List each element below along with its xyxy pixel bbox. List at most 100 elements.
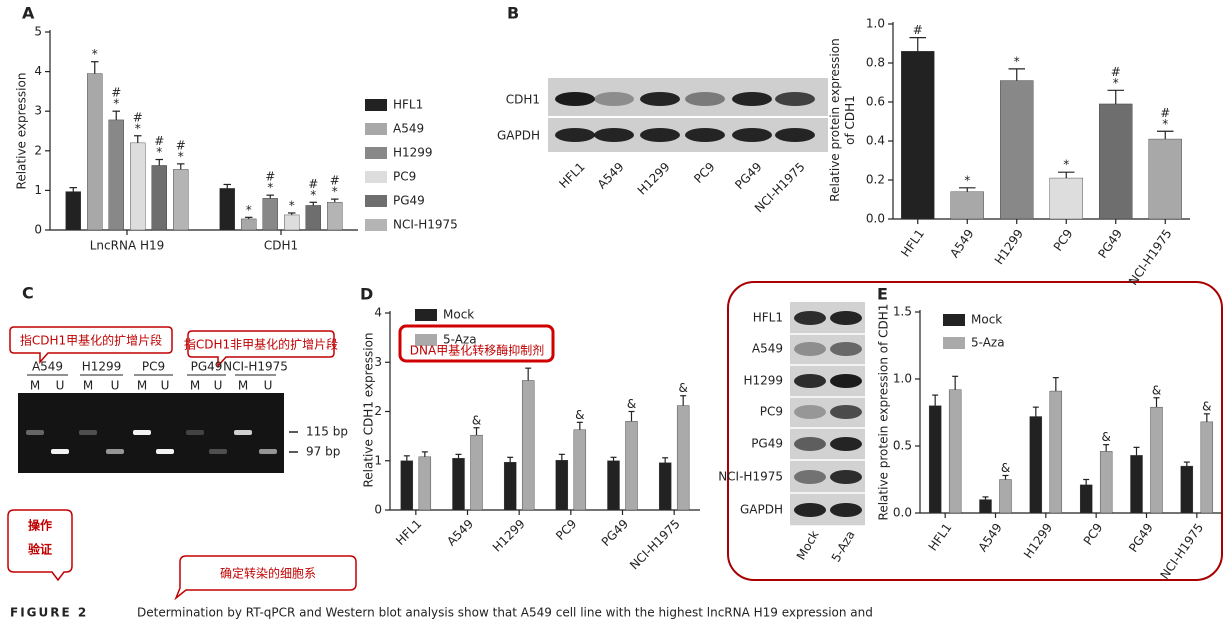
- y-tick-label: 0.8: [866, 56, 885, 70]
- y-tick-label: 0.0: [866, 212, 885, 226]
- gel-lane-label: A549: [32, 360, 63, 374]
- blot-band: [794, 374, 826, 388]
- blot-band: [794, 470, 826, 484]
- legend-swatch: [365, 171, 387, 183]
- bar: [625, 421, 638, 511]
- significance-mark: *: [92, 47, 98, 61]
- legend-label: 5-Aza: [443, 333, 477, 347]
- gel-lane-mark: U: [111, 379, 120, 393]
- bar: [219, 188, 235, 231]
- x-tick-label: PG49: [1126, 521, 1156, 555]
- gel-lane-mark: U: [264, 379, 273, 393]
- x-tick-label: H1299: [490, 517, 528, 555]
- error-bar: [932, 394, 939, 406]
- bar: [607, 460, 620, 511]
- significance-mark: #: [265, 170, 275, 184]
- bar: [284, 214, 300, 231]
- legend-swatch: [365, 123, 387, 135]
- blot-band: [794, 342, 826, 356]
- blot-band: [830, 437, 862, 451]
- x-tick-label: HFL1: [898, 227, 927, 260]
- error-bar: [1183, 461, 1190, 467]
- error-bar: [959, 187, 976, 192]
- gel-lane-label: PG49: [191, 360, 223, 374]
- y-tick-label: 0.6: [866, 95, 885, 109]
- legend-label: HFL1: [393, 98, 423, 112]
- panel-letter: D: [360, 285, 373, 304]
- bar: [1029, 416, 1043, 514]
- error-bar: [628, 410, 635, 422]
- error-bar: [1032, 406, 1039, 417]
- blot-band: [775, 128, 815, 142]
- significance-mark: &: [678, 381, 687, 395]
- blot-lane-label: A549: [595, 160, 627, 192]
- callout-text: DNA甲基化转移酶抑制剂: [410, 343, 544, 358]
- bar: [1000, 80, 1034, 220]
- callout-text: 指CDH1甲基化的扩增片段: [20, 333, 162, 348]
- error-bar: [1008, 68, 1025, 81]
- error-bar: [473, 427, 480, 436]
- legend-label: H1299: [393, 146, 433, 160]
- significance-mark: &: [1202, 399, 1211, 413]
- blot-band: [830, 405, 862, 419]
- x-tick-label: HFL1: [393, 517, 424, 548]
- gel-lane-label: PC9: [142, 360, 165, 374]
- blot-band: [830, 342, 862, 356]
- blot-row-label: A549: [752, 342, 783, 356]
- gel-band: [259, 449, 277, 454]
- legend-swatch: [365, 99, 387, 111]
- bar: [108, 119, 124, 231]
- significance-mark: #: [133, 110, 143, 124]
- bar: [87, 73, 103, 231]
- bar: [901, 51, 935, 220]
- error-bar: [982, 496, 989, 500]
- error-bar: [680, 395, 687, 406]
- caption-text: Determination by RT-qPCR and Western blo…: [137, 606, 873, 620]
- blot-band: [594, 92, 634, 106]
- badge-text: 验证: [28, 542, 52, 557]
- significance-mark: *: [332, 185, 338, 199]
- gel-lane-mark: U: [214, 379, 223, 393]
- gel-lane-mark: M: [238, 379, 248, 393]
- error-bar: [952, 375, 959, 390]
- bar: [1099, 451, 1113, 514]
- x-tick-label: A549: [976, 521, 1005, 555]
- gel-band: [156, 449, 174, 454]
- y-tick-label: 1.0: [893, 372, 912, 386]
- gel-lane-mark: M: [30, 379, 40, 393]
- legend-label: PG49: [393, 194, 425, 208]
- y-axis-label: Relative protein expression of CDH1: [877, 304, 891, 521]
- error-bar: [909, 37, 926, 52]
- y-tick-label: 3: [34, 104, 42, 118]
- badge-text: 操作: [28, 518, 52, 533]
- x-tick-label: PG49: [599, 517, 631, 549]
- y-tick-label: 1: [374, 453, 382, 467]
- error-bar: [1002, 474, 1009, 480]
- x-tick-label: NCI-H1975: [627, 517, 683, 573]
- blot-row-label: PG49: [751, 437, 783, 451]
- x-tick-label: A549: [444, 517, 476, 549]
- blot-lane-label: HFL1: [556, 160, 587, 191]
- y-axis-label: of CDH1: [843, 95, 857, 145]
- significance-mark: &: [627, 397, 636, 411]
- panel-letter: C: [22, 284, 34, 303]
- error-bar: [288, 212, 296, 215]
- legend-swatch: [415, 309, 437, 321]
- gel-band: [51, 449, 69, 454]
- gel-lane-label: NCI-H1975: [223, 360, 288, 374]
- significance-mark: *: [178, 149, 184, 163]
- bar: [676, 405, 690, 511]
- significance-mark: #: [913, 23, 923, 37]
- blot-lane-label: 5-Aza: [829, 528, 858, 564]
- error-bar: [1083, 478, 1090, 485]
- blot-lane-label: PG49: [732, 160, 764, 192]
- significance-mark: *: [267, 181, 273, 195]
- bar: [1150, 406, 1163, 514]
- gel-band: [79, 430, 97, 435]
- blot-band: [732, 92, 772, 106]
- bar: [1148, 138, 1182, 220]
- y-tick-label: 2: [374, 404, 382, 418]
- blot-row-label: CDH1: [506, 93, 540, 107]
- bar: [65, 191, 81, 231]
